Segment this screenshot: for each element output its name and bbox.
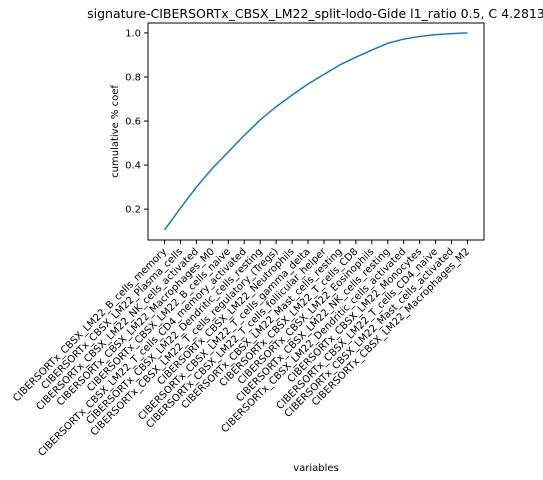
series-layer bbox=[163, 32, 468, 231]
chart-title: signature-CIBERSORTx_CBSX_LM22_split-lod… bbox=[87, 6, 543, 21]
axes-frame bbox=[147, 22, 485, 241]
y-tick-label: 0.4 bbox=[125, 161, 141, 172]
y-tick-label: 1.0 bbox=[125, 28, 141, 39]
plot-area: 0.2 0.4 0.6 0.8 1.0 CIBERSORTx_CBSX_LM22_B_c… bbox=[11, 22, 485, 459]
y-axis-ticks: 0.2 0.4 0.6 0.8 1.0 bbox=[125, 28, 148, 216]
y-tick-label: 0.8 bbox=[125, 72, 141, 83]
y-axis-label: cumulative % coef bbox=[110, 85, 121, 178]
y-tick-label: 0.2 bbox=[125, 205, 141, 216]
y-tick-label: 0.6 bbox=[125, 117, 141, 128]
series-line bbox=[163, 32, 468, 231]
x-axis-ticks: CIBERSORTx_CBSX_LM22_B_cells_memoryCIBER… bbox=[11, 240, 472, 459]
x-axis-label: variables bbox=[293, 463, 339, 474]
